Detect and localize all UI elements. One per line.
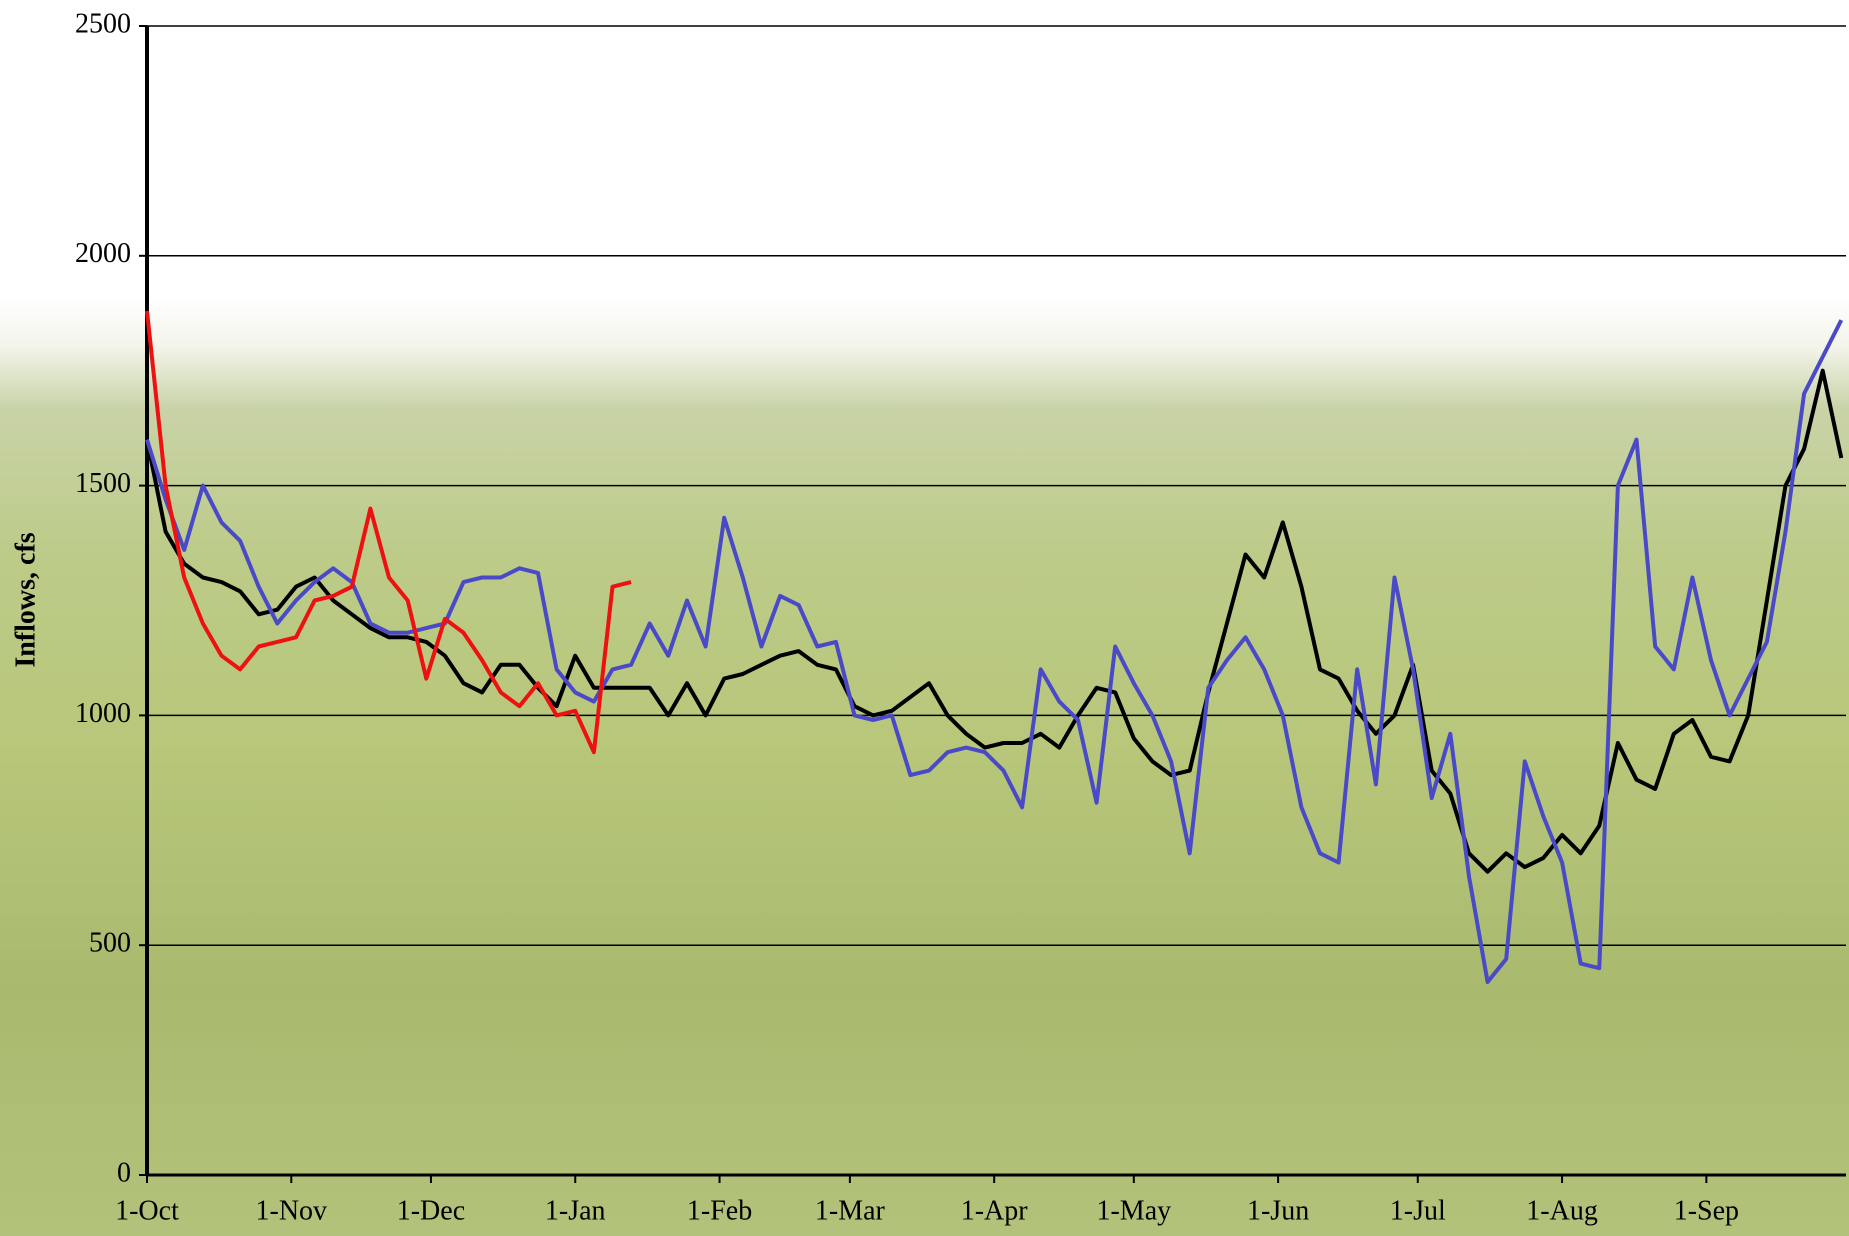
y-tick-label: 1500 <box>75 468 131 499</box>
x-tick-label: 1-Mar <box>815 1195 886 1226</box>
x-tick-label: 1-Jul <box>1390 1195 1446 1226</box>
x-tick-label: 1-Aug <box>1526 1195 1598 1226</box>
y-tick-label: 2500 <box>75 8 131 39</box>
x-tick-label: 1-Oct <box>115 1195 179 1226</box>
x-tick-label: 1-Apr <box>961 1195 1029 1226</box>
x-tick-label: 1-Feb <box>687 1195 752 1226</box>
x-tick-label: 1-Dec <box>397 1195 465 1226</box>
x-tick-label: 1-Nov <box>256 1195 328 1226</box>
x-tick-label: 1-Sep <box>1674 1195 1739 1226</box>
x-tick-label: 1-Jan <box>545 1195 606 1226</box>
series-line <box>145 368 1844 874</box>
series-line <box>145 319 1844 984</box>
x-tick-label: 1-May <box>1096 1195 1171 1226</box>
series-line <box>145 310 632 755</box>
x-tick-label: 1-Jun <box>1247 1195 1309 1226</box>
y-tick-label: 500 <box>89 928 131 959</box>
y-tick-label: 2000 <box>75 238 131 269</box>
y-axis-label: Inflows, cfs <box>10 532 41 667</box>
y-tick-label: 0 <box>117 1157 131 1188</box>
y-tick-label: 1000 <box>75 698 131 729</box>
